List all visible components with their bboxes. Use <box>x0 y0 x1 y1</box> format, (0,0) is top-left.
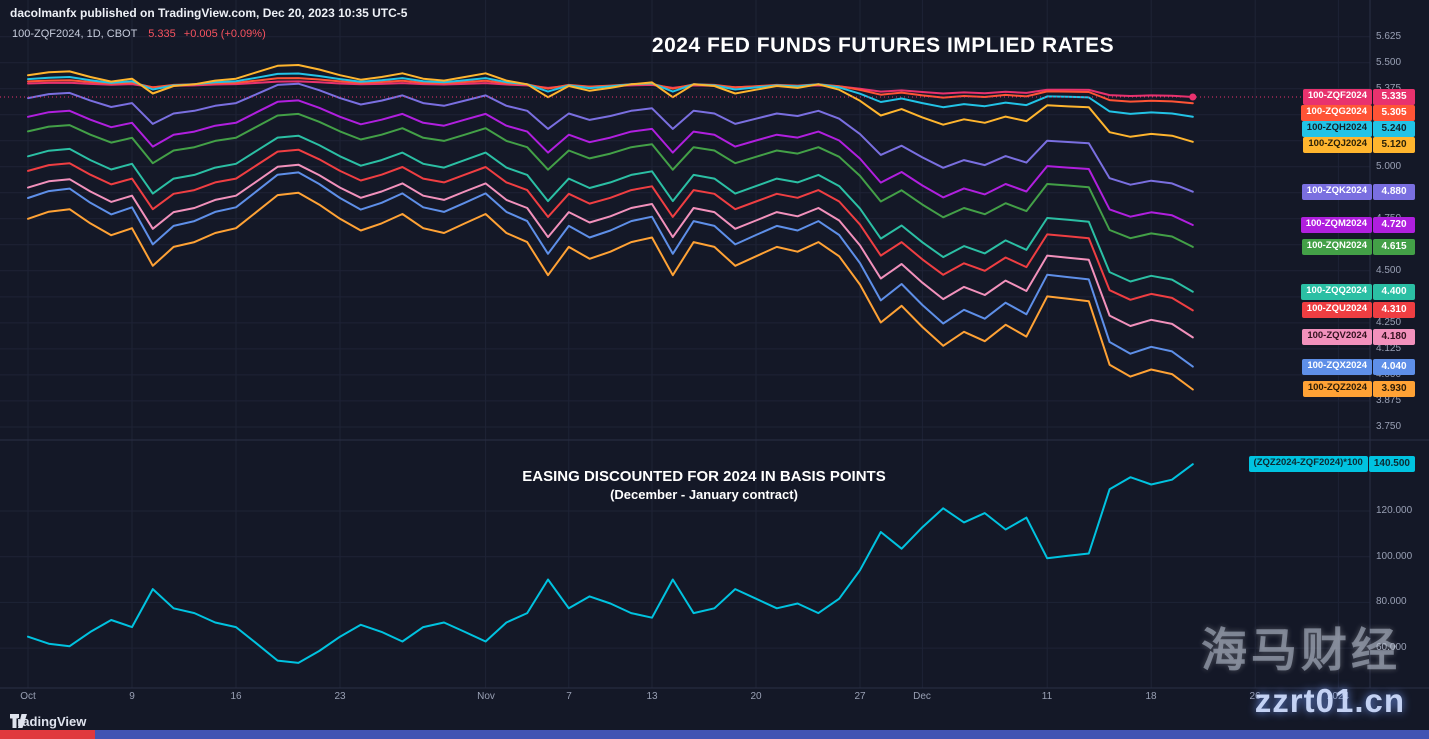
x-axis-tick: 18 <box>1145 691 1157 702</box>
x-axis-tick: 26 <box>1249 691 1261 702</box>
x-axis-tick: 16 <box>230 691 242 702</box>
tradingview-logo[interactable]: TradingView <box>10 714 86 729</box>
series-line-100-ZQM2024 <box>27 99 1194 226</box>
series-line-100-ZQV2024 <box>27 163 1194 339</box>
last-price-value: 5.335 <box>148 28 176 40</box>
symbol-info[interactable]: 100-ZQF2024, 1D, CBOT 5.335 +0.005 (+0.0… <box>12 28 266 40</box>
series-line-100-ZQQ2024 <box>27 134 1194 293</box>
series-line-100-ZQK2024 <box>27 82 1194 193</box>
y-axis-tick: 4.625 <box>1376 239 1402 250</box>
y-axis-tick: 5.250 <box>1376 109 1402 120</box>
x-axis-tick: 7 <box>566 691 572 702</box>
y-axis-tick: 5.000 <box>1376 161 1402 172</box>
x-axis-tick: Nov <box>477 691 495 702</box>
last-price-marker <box>1189 93 1197 101</box>
series-line-100-ZQH2024 <box>27 72 1194 118</box>
x-axis-tick: 13 <box>646 691 658 702</box>
y-axis-tick: 4.750 <box>1376 213 1402 224</box>
y-axis-tick: 5.500 <box>1376 57 1402 68</box>
bottom-strip-red-segment <box>0 730 95 739</box>
series-line-easing <box>27 463 1194 664</box>
tradingview-logo-text: TradingView <box>10 714 87 729</box>
chart-title: 2024 FED FUNDS FUTURES IMPLIED RATES <box>651 34 1115 57</box>
x-axis-tick: 23 <box>334 691 346 702</box>
y-axis-tick: 4.125 <box>1376 343 1402 354</box>
series-line-100-ZQU2024 <box>27 148 1194 312</box>
x-axis-tick: 20 <box>750 691 762 702</box>
y-axis-tick: 60.000 <box>1376 642 1407 653</box>
y-axis-tick: 4.500 <box>1376 265 1402 276</box>
y-axis-tick: 5.125 <box>1376 135 1402 146</box>
y-axis-tick: 4.375 <box>1376 291 1402 302</box>
attribution-text: dacolmanfx published on TradingView.com,… <box>10 6 408 20</box>
x-axis-tick: Dec <box>913 691 931 702</box>
series-line-100-ZQZ2024 <box>27 191 1194 391</box>
y-axis-tick: 3.875 <box>1376 395 1402 406</box>
time-scale[interactable]: Oct 9 16 23 Nov 7 13 20 27 Dec 11 18 26 2024 <box>0 691 1429 707</box>
x-axis-tick: 27 <box>854 691 866 702</box>
watermark-cn-text: 海马财经 <box>1201 624 1401 676</box>
y-axis-tick: 100.000 <box>1376 551 1413 562</box>
y-axis-tick: 5.625 <box>1376 31 1402 42</box>
y-axis-tick: 5.375 <box>1376 83 1402 94</box>
bottom-strip <box>0 730 1429 739</box>
y-axis-tick: 4.250 <box>1376 317 1402 328</box>
x-axis-tick: 2024 <box>1326 691 1350 702</box>
x-axis-tick: 11 <box>1041 691 1053 702</box>
x-axis-tick: 9 <box>129 691 135 702</box>
series-line-100-ZQX2024 <box>27 171 1194 368</box>
price-change: +0.005 (+0.09%) <box>183 28 266 40</box>
watermark-url-text: zzrt01.cn <box>1254 682 1405 719</box>
series-line-100-ZQN2024 <box>27 112 1194 248</box>
y-axis-tick: 4.000 <box>1376 369 1402 380</box>
y-axis-tick: 120.000 <box>1376 505 1413 516</box>
y-axis-tick: 3.750 <box>1376 421 1402 432</box>
panel2-title-block: EASING DISCOUNTED FOR 2024 IN BASIS POIN… <box>522 468 885 502</box>
y-axis-tick: 80.000 <box>1376 596 1407 607</box>
series-line-100-ZQJ2024 <box>27 64 1194 143</box>
tradingview-logo-icon <box>10 714 27 728</box>
panel2-subtitle: (December - January contract) <box>610 487 798 502</box>
x-axis-tick: Oct <box>20 691 36 702</box>
symbol-title[interactable]: 100-ZQF2024, 1D, CBOT <box>12 28 138 40</box>
y-axis-tick: 4.875 <box>1376 187 1402 198</box>
panel2-title: EASING DISCOUNTED FOR 2024 IN BASIS POIN… <box>522 468 886 485</box>
